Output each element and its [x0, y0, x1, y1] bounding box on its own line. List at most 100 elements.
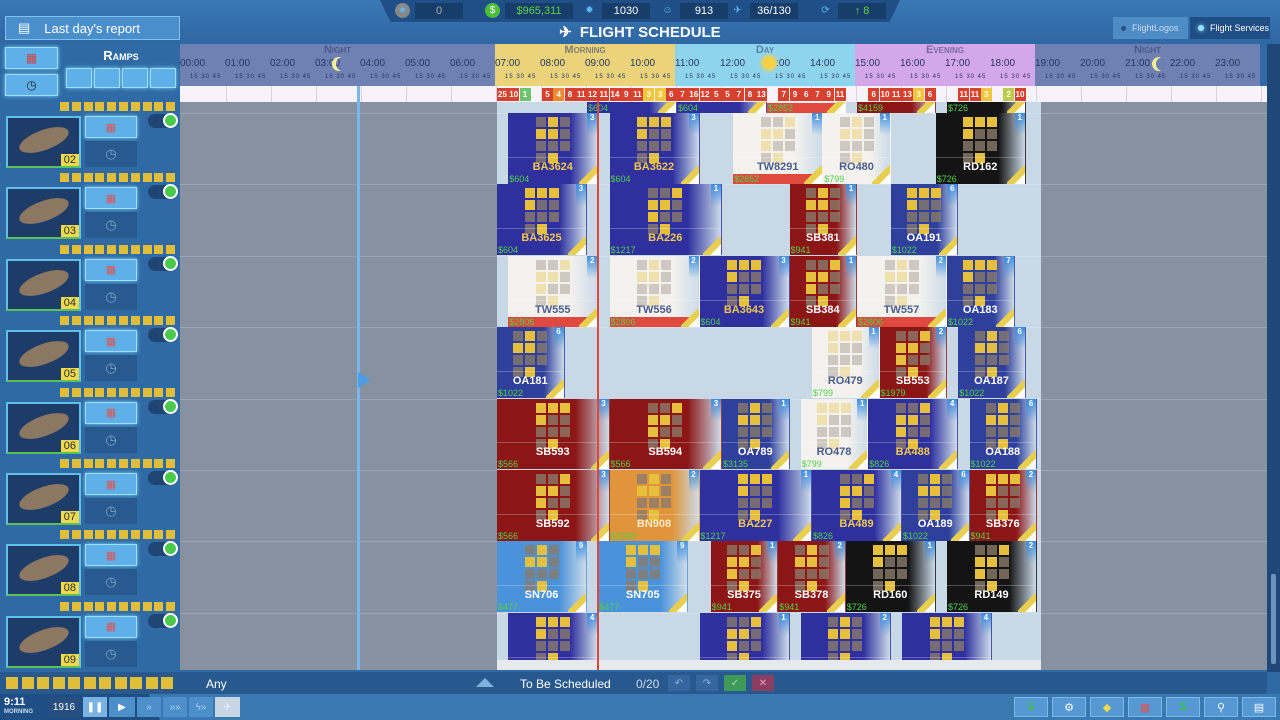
ramp-type-gate-button[interactable] [94, 68, 120, 88]
pause-button[interactable]: ❚❚ [83, 697, 107, 717]
last-days-report-button[interactable]: ▤ Last day's report [5, 16, 180, 40]
flight-card[interactable]: RD162 1 $726 [935, 113, 1026, 184]
service-filter-icon[interactable] [37, 677, 49, 689]
flight-card[interactable]: SB375 1 $941 [710, 541, 779, 613]
fuel-settings-button[interactable]: ◆ [1090, 697, 1124, 717]
ramp-calendar-button[interactable]: ▦ [85, 473, 137, 495]
flight-card[interactable]: BA3622 3 $604 [609, 113, 700, 184]
ramp-calendar-button[interactable]: ▦ [85, 187, 137, 210]
flight-card[interactable]: RO480 1 $799 [823, 113, 891, 184]
tab-flight-services[interactable]: Flight Services [1190, 17, 1270, 39]
ramp-calendar-button[interactable]: ▦ [85, 615, 137, 638]
flight-card[interactable]: BA3625 3 $604 [497, 184, 587, 256]
ramp-calendar-button[interactable]: ▦ [85, 258, 137, 281]
flight-card[interactable]: BA3624 3 $604 [508, 113, 599, 184]
clock-view-button[interactable]: ◷ [5, 74, 58, 96]
flight-card[interactable]: SB594 3 $566 [609, 398, 722, 470]
faster-button[interactable]: »» [163, 697, 187, 717]
flight-card[interactable]: OA789 1 $3135 [722, 398, 790, 470]
staff-settings-button[interactable]: ⚙ [1052, 697, 1086, 717]
flight-card[interactable]: SN706 9 $477 [497, 541, 587, 613]
flight-card[interactable]: BA3643 3 $604 [699, 255, 790, 327]
reports-button[interactable]: ▤ [1242, 697, 1276, 717]
calendar-view-button[interactable]: ▦ [5, 47, 58, 69]
ramp-thumbnail[interactable]: 03 [6, 187, 81, 240]
ramp-enabled-toggle[interactable] [148, 113, 178, 128]
confirm-button[interactable]: ✓ [724, 675, 746, 691]
flight-card[interactable]: OA188 6 $1022 [969, 398, 1037, 470]
flight-card[interactable]: TW557 2 $2806 [857, 255, 947, 327]
service-filter-icon[interactable] [130, 677, 142, 689]
flight-card[interactable]: BA488 4 $826 [868, 398, 959, 470]
ramp-calendar-button[interactable]: ▦ [85, 544, 137, 567]
flight-card[interactable]: $726 [947, 102, 1026, 113]
flight-card[interactable]: SB376 2 $941 [969, 470, 1037, 541]
flight-card[interactable]: TW8291 1 $2852 [733, 113, 824, 184]
flight-card[interactable]: SB553 2 $1979 [879, 327, 947, 399]
ramp-thumbnail[interactable]: 02 [6, 116, 81, 168]
flight-card[interactable]: SB592 3 $566 [497, 470, 610, 541]
flight-card[interactable]: BN908 2 $1308 [609, 470, 700, 541]
ramp-type-runway-button[interactable] [150, 68, 176, 88]
ramp-thumbnail[interactable]: 09 [6, 615, 81, 668]
ramp-type-map-button[interactable] [122, 68, 148, 88]
schedule-button[interactable]: ▦ [1128, 697, 1162, 717]
ramp-calendar-button[interactable]: ▦ [85, 116, 137, 138]
ramp-clock-button[interactable]: ◷ [85, 283, 137, 310]
flight-card[interactable]: RD160 1 $726 [845, 541, 936, 613]
ramp-thumbnail[interactable]: 08 [6, 544, 81, 597]
service-filter-icon[interactable] [83, 677, 96, 689]
fastest-button[interactable]: ϟ» [189, 697, 213, 717]
flight-card[interactable]: $604 [677, 102, 767, 113]
fast-forward-button[interactable]: » [137, 697, 161, 717]
flight-card[interactable]: TW556 2 $2806 [609, 255, 700, 327]
undo-button[interactable]: ↶ [668, 675, 690, 691]
ramp-clock-button[interactable]: ◷ [85, 640, 137, 667]
ramp-enabled-toggle[interactable] [148, 612, 178, 628]
ramp-clock-button[interactable]: ◷ [85, 498, 137, 524]
handle-arrow-icon[interactable] [358, 372, 371, 388]
flight-card[interactable]: OA191 6 $1022 [890, 184, 959, 256]
flight-card[interactable]: SB378 2 $941 [778, 541, 846, 613]
ramp-thumbnail[interactable]: 06 [6, 401, 81, 454]
flight-card[interactable]: BA227 1 $1217 [699, 470, 812, 541]
flight-card[interactable]: SB381 1 $941 [789, 184, 857, 256]
skip-to-flight-button[interactable]: ✈ [215, 697, 240, 717]
flight-card[interactable]: $2852 [767, 102, 846, 113]
finance-button[interactable]: $ [1014, 697, 1048, 717]
service-filter-icon[interactable] [21, 677, 34, 689]
service-filter-icon[interactable] [6, 677, 18, 689]
flight-card[interactable]: OA183 7 $1022 [947, 255, 1015, 327]
flight-card[interactable]: OA181 6 $1022 [497, 327, 565, 399]
scrollbar-thumb[interactable] [1271, 574, 1276, 664]
tab-flightlogos[interactable]: FlightLogos [1113, 17, 1188, 39]
ramp-thumbnail[interactable]: 07 [6, 473, 81, 525]
service-filter-icon[interactable] [145, 677, 158, 689]
ramp-enabled-toggle[interactable] [148, 255, 178, 271]
ramp-clock-button[interactable]: ◷ [85, 355, 137, 382]
expand-queue-icon[interactable] [476, 678, 494, 687]
ramp-calendar-button[interactable]: ▦ [85, 401, 137, 424]
flight-card[interactable]: $604 [587, 102, 677, 113]
service-filter-icon[interactable] [52, 677, 65, 689]
research-button[interactable]: ⚲ [1204, 697, 1238, 717]
flight-card[interactable]: BA489 4 $826 [812, 470, 902, 541]
flight-card[interactable]: RO479 1 $799 [812, 327, 880, 399]
ramp-clock-button[interactable]: ◷ [85, 141, 137, 167]
flight-card[interactable]: $4159 [857, 102, 936, 113]
flight-card[interactable]: SN705 9 $477 [598, 541, 689, 613]
service-filter-icon[interactable] [99, 677, 111, 689]
service-filter-icon[interactable] [161, 677, 173, 689]
redo-button[interactable]: ↷ [696, 675, 718, 691]
ramp-thumbnail[interactable]: 04 [6, 258, 81, 311]
service-filter-icon[interactable] [114, 677, 127, 689]
ramp-clock-button[interactable]: ◷ [85, 569, 137, 596]
ramp-clock-button[interactable]: ◷ [85, 212, 137, 239]
flight-card[interactable]: RD149 2 $726 [947, 541, 1037, 613]
flight-card[interactable]: RO478 1 $799 [800, 398, 869, 470]
ramp-type-road-button[interactable] [66, 68, 92, 88]
cancel-button[interactable]: ✕ [752, 675, 774, 691]
ramp-enabled-toggle[interactable] [148, 327, 178, 343]
filter-value[interactable]: Any [206, 677, 227, 691]
flight-card[interactable]: SB384 1 $941 [789, 255, 857, 327]
